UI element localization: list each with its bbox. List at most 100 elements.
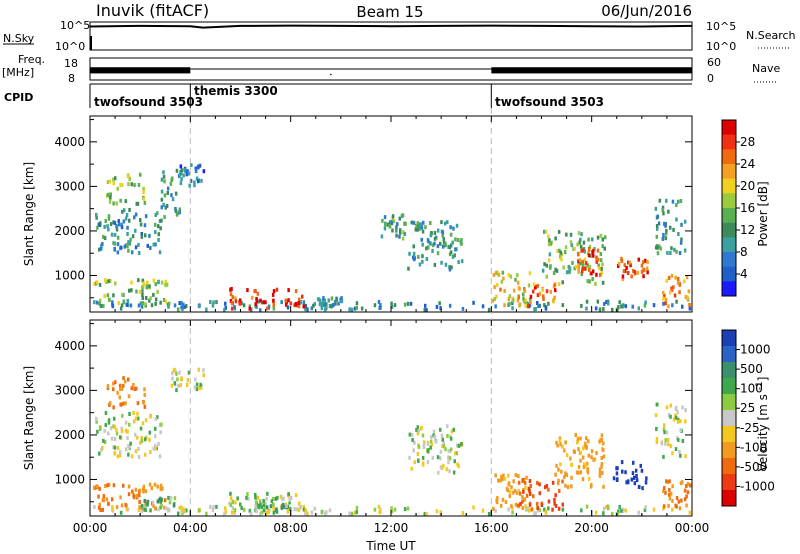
power-cell [552,271,556,275]
velocity-cell [426,441,430,446]
power-cell [577,264,581,269]
power-colorbar-tick-label: 4 [740,267,748,281]
power-cell [96,300,99,305]
power-cell [579,237,582,242]
power-cell [377,299,381,304]
power-cell [167,301,171,306]
power-cell [141,278,145,283]
power-cell [186,169,189,174]
power-cell [112,241,115,246]
velocity-cell [129,441,132,446]
power-cell [174,209,178,213]
power-cell [148,233,151,238]
power-cell [323,302,326,307]
velocity-cell [503,476,507,481]
velocity-cell [425,512,428,517]
power-cell [661,208,664,212]
power-cell [287,298,290,303]
velocity-cell [433,435,437,439]
velocity-cell [416,431,420,436]
velocity-cell [505,487,509,491]
power-cell [596,257,600,262]
velocity-cell [285,504,288,508]
power-cell [603,246,606,251]
power-cell [156,211,159,216]
power-y-tick-label: 1000 [54,268,85,282]
power-cell [518,302,522,307]
power-cell [601,237,604,242]
power-colorbar-swatch [722,193,736,209]
velocity-y-tick-label: 1000 [54,472,85,486]
power-cell [197,179,200,184]
velocity-cell [112,424,115,429]
power-cell [554,288,557,293]
power-cell [577,259,580,264]
velocity-cell [523,480,527,485]
power-cell [667,275,671,280]
power-cell [680,222,683,227]
velocity-echo-cells [93,367,692,517]
velocity-cell [148,437,151,442]
power-cell [329,304,333,309]
velocity-cell [152,446,155,451]
power-cell [95,280,99,285]
velocity-cell [185,508,188,513]
power-cell [673,247,676,252]
power-cell [425,308,428,313]
power-cell [526,304,530,309]
velocity-cell [545,484,548,488]
velocity-cell [212,505,215,510]
power-cell [141,296,144,300]
velocity-cell [522,489,525,494]
velocity-cell [249,511,253,516]
power-cell [516,298,520,303]
power-cell [193,180,196,185]
power-cell [671,303,674,308]
velocity-cell [112,405,115,410]
velocity-cell [256,495,260,500]
velocity-cell [116,390,119,395]
velocity-cell [615,471,619,476]
velocity-cell [665,479,668,484]
velocity-cell [680,498,683,503]
power-cell [656,245,659,250]
velocity-cell [230,510,234,515]
power-cell [202,169,206,174]
power-cell [253,289,256,294]
power-cell [589,253,592,258]
power-colorbar-tick-label: 24 [740,157,755,171]
velocity-cell [140,503,144,508]
power-cell [169,181,173,186]
velocity-cell [676,410,679,415]
power-cell [154,301,157,306]
power-cell [412,251,416,256]
velocity-cell [107,420,111,425]
power-cell [260,300,264,305]
power-cell [197,304,201,309]
power-cell [576,242,579,247]
power-cell [511,301,514,306]
velocity-cell [127,484,131,489]
velocity-cell [684,454,687,459]
power-range-axis: 1000 2000 3000 4000 [54,119,692,299]
velocity-cell [138,488,142,493]
power-cell [137,242,140,247]
power-cell [124,199,128,204]
velocity-cell [124,420,128,425]
velocity-cell [104,484,107,488]
power-cell [401,236,405,241]
velocity-cell [602,448,605,453]
velocity-cell [508,494,511,499]
power-cell [310,306,314,311]
power-cell [122,219,126,224]
power-cell [120,245,123,250]
power-cell [126,298,130,303]
velocity-cell [662,489,665,494]
velocity-cell [166,508,170,513]
power-cell [272,298,275,303]
velocity-cell [626,479,630,484]
velocity-cell [132,382,135,387]
power-cell [678,282,681,286]
velocity-cell [96,429,99,434]
power-cell [179,172,182,176]
